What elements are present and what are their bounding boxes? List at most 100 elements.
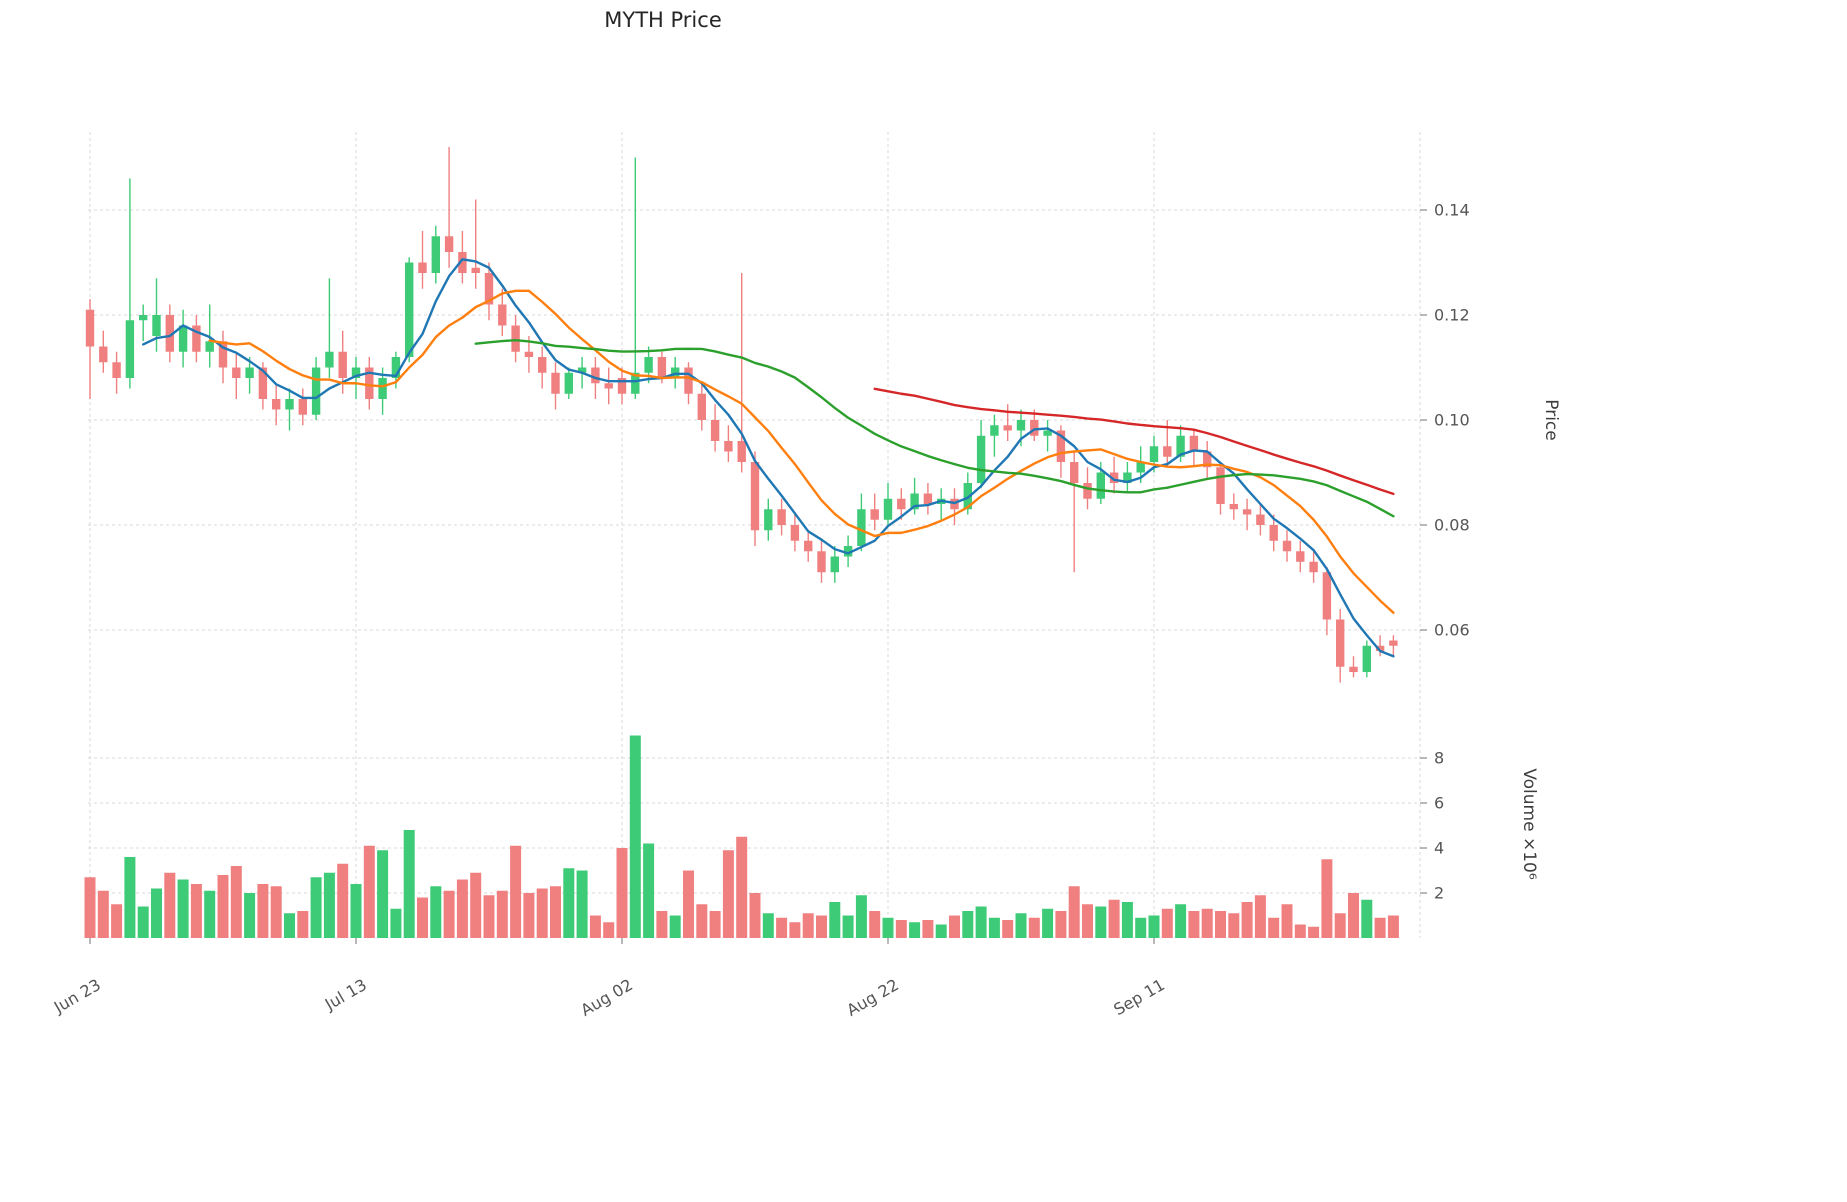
candle-body [1083,483,1092,499]
volume-bar [430,886,442,938]
volume-bar [722,850,734,938]
candle-body [1043,430,1052,436]
candle-body [617,378,627,394]
volume-bar [550,886,561,938]
volume-bar [789,922,801,938]
candle-body [484,273,494,305]
candle-body [125,320,135,378]
volume-bar [164,872,176,938]
volume-bar [1308,926,1320,938]
volume-bar [177,879,189,938]
chart-title: MYTH Price [604,8,722,32]
candle-body [325,351,334,368]
gridlines [88,132,1421,938]
candle-body [1163,446,1172,457]
candle-body [285,399,294,410]
price-axis-title: Price [1541,399,1561,440]
candle-body [910,493,919,510]
volume-bar [1095,906,1107,938]
price-tick-label: 0.06 [1434,621,1470,640]
volume-bar [1161,908,1173,938]
volume-bar [257,884,269,938]
volume-bar [1201,908,1213,938]
candle-body [657,357,667,378]
candle-body [1282,540,1292,552]
x-tick-label: Sep 11 [1110,975,1168,1019]
candle-body [1096,472,1105,499]
candle-body [790,525,800,541]
candle-body [1256,514,1265,525]
candle-body [1362,645,1371,672]
volume-bar [190,884,202,938]
volume-bar [337,863,349,938]
candle-body [1176,435,1185,457]
candle-body [298,399,307,415]
volume-tick-label: 6 [1434,794,1444,813]
candle-body [750,462,760,531]
candle-body [684,367,693,394]
volume-bar [97,890,109,938]
candle-body [1309,561,1318,573]
candle-body [1322,572,1332,620]
volume-bar [1042,908,1054,938]
candle-body [192,325,201,352]
volume-bar [776,917,788,938]
volume-bar [84,877,96,938]
volume-bar [1387,915,1399,938]
volume-bar [204,890,216,938]
candle-body [843,546,853,557]
volume-bar [1108,899,1120,938]
candle-body [764,509,773,531]
candle-body [830,556,839,573]
volume-bar [111,904,123,938]
candle-body [405,262,414,357]
volume-bar [1188,911,1200,938]
candles [85,147,1398,683]
candle-body [591,367,600,384]
volume-bar [363,845,375,938]
candle-body [1242,509,1252,515]
x-tick-label: Jul 13 [321,975,370,1014]
candle-body [976,435,986,483]
candle-body [897,498,906,510]
volume-tick-label: 2 [1434,884,1444,903]
volume-bar [350,884,362,938]
candle-body [165,315,174,352]
candle-body [551,372,560,394]
volume-bar [1028,917,1040,938]
candle-body [990,425,999,436]
candle-body [883,498,893,520]
volume-bar [1281,904,1293,938]
volume-bar [1055,911,1067,938]
volume-bar [576,870,588,938]
volume-bar [124,857,136,938]
volume-bar [323,872,335,938]
volume-bar [629,735,641,938]
candle-body [631,372,640,394]
price-tick-label: 0.14 [1434,201,1470,220]
candle-body [1216,467,1225,504]
price-tick-label: 0.08 [1434,516,1470,535]
candle-body [218,341,228,368]
volume-bar [1175,904,1187,938]
candle-body [1375,645,1385,651]
candle-body [1149,446,1159,462]
volume-bar [151,888,162,938]
candle-body [923,493,933,504]
volume-bars [84,735,1399,938]
volume-bar [417,897,428,938]
volume-bar [1135,917,1147,938]
candle-body [737,441,746,462]
candle-body [139,315,148,321]
volume-bar [762,913,774,938]
candle-body [1189,435,1199,452]
volume-bar [696,904,708,938]
volume-bar [802,913,814,938]
volume-bar [1268,917,1280,938]
volume-bar [975,906,987,938]
candle-body [1030,420,1039,436]
volume-bar [496,890,508,938]
candle-body [1296,551,1305,562]
candle-body [232,367,241,378]
volume-bar [589,915,601,938]
